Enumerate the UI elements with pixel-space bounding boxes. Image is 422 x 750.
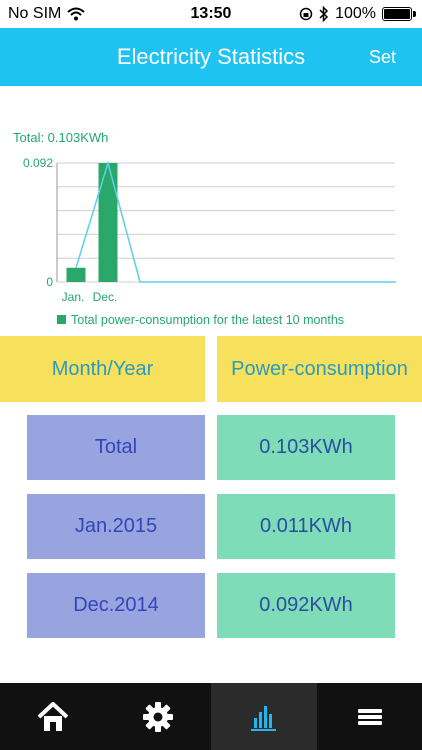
tab-statistics[interactable]	[211, 683, 317, 750]
status-left: No SIM	[8, 5, 86, 23]
x-tick-label: Dec.	[93, 290, 118, 304]
header-power-consumption: Power-consumption	[217, 336, 422, 402]
battery-percent: 100%	[335, 5, 376, 22]
bluetooth-icon	[319, 6, 329, 22]
status-right: 100%	[299, 5, 416, 23]
battery-icon	[382, 7, 416, 21]
chart-line	[75, 160, 396, 283]
statistics-icon	[251, 705, 276, 731]
wifi-icon	[67, 7, 86, 21]
set-button[interactable]: Set	[368, 47, 396, 67]
y-tick-label: 0	[46, 275, 53, 289]
row-total-value: 0.103KWh	[217, 415, 395, 480]
row-jan-label: Jan.2015	[27, 494, 205, 559]
tab-home[interactable]	[0, 683, 105, 750]
tab-menu[interactable]	[317, 683, 422, 750]
chart-plot: 0.092 0 Jan. Dec. Total power-consumption fo…	[23, 156, 396, 327]
row-dec-value: 0.092KWh	[217, 573, 395, 638]
nav-bar: Electricity Statistics Set	[0, 28, 422, 86]
row-dec-label: Dec.2014	[27, 573, 205, 638]
tab-settings[interactable]	[105, 683, 211, 750]
menu-icon	[357, 708, 382, 725]
header-month-year: Month/Year	[0, 336, 205, 402]
carrier-label: No SIM	[8, 5, 62, 22]
legend-swatch	[57, 315, 66, 324]
chart-bar	[98, 163, 118, 282]
chart-bar	[66, 267, 86, 282]
x-tick-label: Jan.	[62, 290, 85, 304]
status-bar: No SIM 13:50 100%	[0, 0, 422, 28]
y-tick-label: 0.092	[23, 156, 53, 170]
row-total-label: Total	[27, 415, 205, 480]
page-title: Electricity Statistics	[116, 44, 306, 69]
orientation-lock-icon	[299, 7, 313, 21]
tab-bar	[0, 683, 422, 750]
row-jan-value: 0.011KWh	[217, 494, 395, 559]
chart-total-label: Total: 0.103KWh	[13, 130, 109, 145]
legend-label: Total power-consumption for the latest 1…	[71, 313, 344, 327]
status-time: 13:50	[190, 5, 232, 22]
home-icon	[37, 701, 68, 731]
gear-icon	[143, 701, 173, 732]
consumption-chart: Total: 0.103KWh 0.092 0 Jan. Dec. Total powe…	[0, 126, 422, 336]
